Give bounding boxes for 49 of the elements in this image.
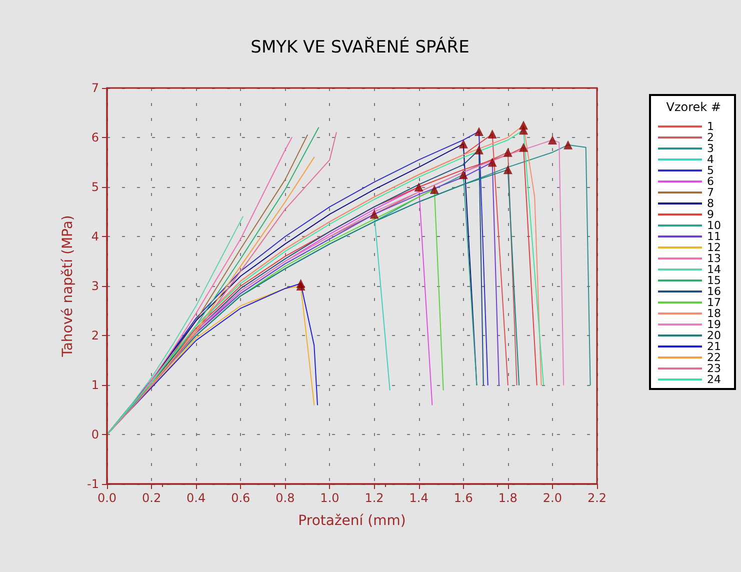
legend-label: 16 xyxy=(707,285,721,298)
legend-label: 19 xyxy=(707,318,721,331)
y-tick-label: 5 xyxy=(91,180,99,194)
y-tick-label: 1 xyxy=(91,378,99,392)
x-axis-title: Protažení (mm) xyxy=(298,513,406,529)
y-tick-label: 6 xyxy=(91,130,99,144)
legend-label: 6 xyxy=(707,175,714,188)
legend-label: 24 xyxy=(707,373,721,386)
x-tick-label: 0.2 xyxy=(142,491,162,505)
x-tick-label: 0.4 xyxy=(186,491,206,505)
legend-label: 13 xyxy=(707,252,721,265)
legend-label: 20 xyxy=(707,329,721,342)
legend-label: 1 xyxy=(707,120,714,133)
legend-label: 18 xyxy=(707,307,721,320)
x-tick-label: 2.0 xyxy=(542,491,562,505)
x-tick-label: 1.4 xyxy=(409,491,428,505)
y-tick-label: 2 xyxy=(91,328,99,342)
legend-label: 21 xyxy=(707,340,721,353)
y-tick-label: 0 xyxy=(91,428,99,442)
y-axis-title: Tahové napětí (MPa) xyxy=(60,215,76,358)
legend-label: 11 xyxy=(707,230,721,243)
legend-label: 14 xyxy=(707,263,721,276)
legend-label: 15 xyxy=(707,274,721,287)
legend-label: 3 xyxy=(707,142,714,155)
legend-label: 8 xyxy=(707,197,714,210)
legend-label: 7 xyxy=(707,186,714,199)
legend-label: 12 xyxy=(707,241,721,254)
y-tick-label: -1 xyxy=(87,477,99,491)
x-tick-label: 1.0 xyxy=(320,491,340,505)
x-tick-label: 1.2 xyxy=(364,491,384,505)
legend-label: 22 xyxy=(707,351,721,364)
x-tick-label: 0.6 xyxy=(231,491,250,505)
legend-title: Vzorek # xyxy=(666,100,722,114)
y-tick-label: 3 xyxy=(91,279,99,293)
legend-label: 5 xyxy=(707,164,714,177)
y-tick-label: 7 xyxy=(91,81,99,95)
x-tick-label: 1.8 xyxy=(498,491,518,505)
chart-title: SMYK VE SVAŘENÉ SPÁŘE xyxy=(250,36,470,58)
x-tick-label: 0.8 xyxy=(276,491,295,505)
legend-label: 2 xyxy=(707,131,714,144)
legend-label: 23 xyxy=(707,362,721,375)
legend-label: 10 xyxy=(707,219,721,232)
legend-label: 4 xyxy=(707,153,714,166)
x-tick-label: 1.6 xyxy=(454,491,473,505)
y-tick-label: 4 xyxy=(91,230,99,244)
legend-label: 9 xyxy=(707,208,714,221)
legend-label: 17 xyxy=(707,296,721,309)
x-tick-label: 0.0 xyxy=(97,491,117,505)
x-tick-label: 2.2 xyxy=(587,491,607,505)
